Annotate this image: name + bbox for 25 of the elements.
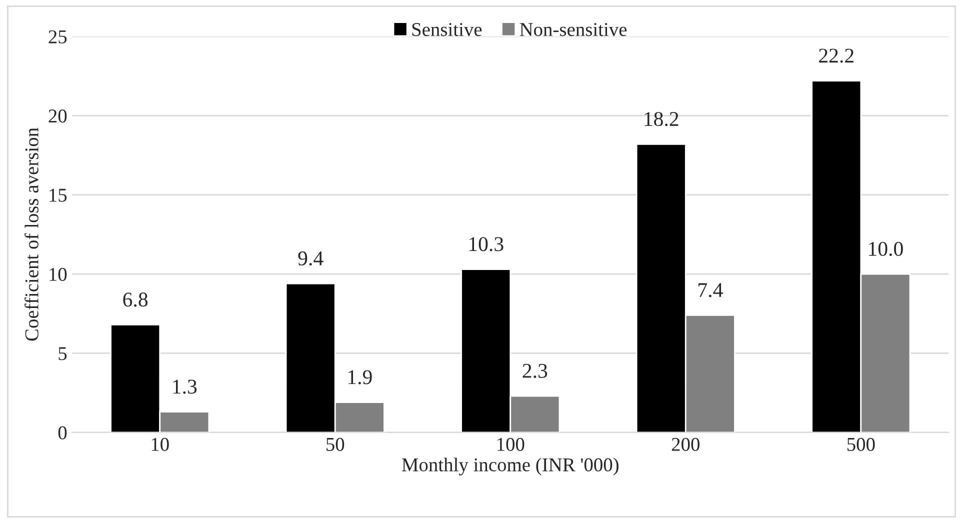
data-label: 22.2 <box>819 48 854 63</box>
y-tick-label: 0 <box>58 426 67 440</box>
y-axis-title: Coefficient of loss aversion <box>24 128 38 341</box>
data-label: 10.3 <box>469 237 504 252</box>
x-axis-title: Monthly income (INR '000) <box>402 458 618 476</box>
y-tick-label: 20 <box>48 109 67 123</box>
y-tick-label: 15 <box>50 188 67 202</box>
x-tick-label: 10 <box>152 438 169 451</box>
x-tick-label: 50 <box>326 438 344 451</box>
x-tick-label: 200 <box>672 438 700 451</box>
y-tick-label: 10 <box>50 268 67 281</box>
data-label: 2.3 <box>522 364 548 378</box>
data-label: 18.2 <box>644 112 678 126</box>
data-label: 7.4 <box>698 283 723 298</box>
data-label: 9.4 <box>298 251 324 266</box>
data-label: 10.0 <box>869 242 903 256</box>
data-label: 6.8 <box>123 292 148 307</box>
legend-label: Non-sensitive <box>520 23 627 36</box>
x-tick-label: 100 <box>498 438 524 451</box>
data-label: 1.3 <box>173 380 197 394</box>
legend-label: Sensitive <box>412 23 482 36</box>
data-label: 1.9 <box>348 370 372 384</box>
y-tick-label: 25 <box>48 30 67 44</box>
y-tick-label: 5 <box>58 347 67 360</box>
x-tick-label: 500 <box>847 438 875 451</box>
